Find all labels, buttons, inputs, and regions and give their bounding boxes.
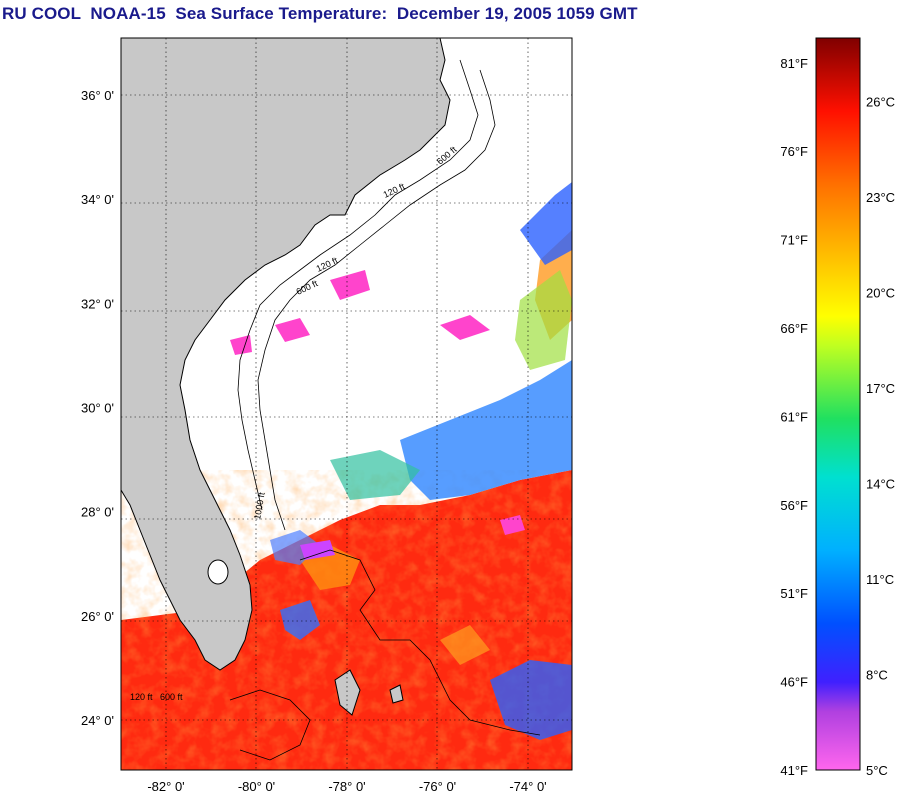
colorbar-f-label: 66°F bbox=[780, 321, 808, 336]
latitude-tick-label: 34° 0' bbox=[81, 192, 114, 207]
colorbar-c-label: 5°C bbox=[866, 763, 888, 778]
colorbar-f-label: 71°F bbox=[780, 233, 808, 248]
latitude-tick-label: 32° 0' bbox=[81, 296, 114, 311]
cool-water-band bbox=[490, 660, 572, 740]
cool-water-band bbox=[515, 270, 572, 370]
depth-label: 120 ft bbox=[130, 692, 153, 702]
depth-label: 600 ft bbox=[160, 692, 183, 702]
colorbar-f-label: 76°F bbox=[780, 144, 808, 159]
latitude-tick-label: 24° 0' bbox=[81, 713, 114, 728]
map-title: RU COOL NOAA-15 Sea Surface Temperature:… bbox=[2, 4, 638, 23]
colorbar-celsius-labels: 26°C 23°C 20°C 17°C 14°C 11°C 8°C 5°C bbox=[866, 95, 895, 778]
colorbar-f-label: 41°F bbox=[780, 763, 808, 778]
latitude-tick-label: 30° 0' bbox=[81, 401, 114, 416]
longitude-axis: -82° 0' -80° 0' -78° 0' -76° 0' -74° 0' bbox=[147, 779, 546, 794]
colorbar-fahrenheit-labels: 81°F 76°F 71°F 66°F 61°F 56°F 51°F 46°F 41°F bbox=[780, 56, 808, 778]
map-area: 120 ft 600 ft 120 ft 600 ft 1000 ft 120 … bbox=[121, 38, 572, 770]
cool-water-band bbox=[330, 450, 420, 500]
cool-water-band bbox=[400, 360, 572, 500]
colorbar-f-label: 81°F bbox=[780, 56, 808, 71]
latitude-tick-label: 28° 0' bbox=[81, 505, 114, 520]
island bbox=[334, 669, 361, 716]
temperature-colorbar bbox=[815, 37, 861, 771]
colorbar-c-label: 14°C bbox=[866, 477, 895, 492]
cold-spot bbox=[500, 515, 525, 535]
colorbar-f-label: 56°F bbox=[780, 498, 808, 513]
map-frame bbox=[120, 37, 573, 771]
lake bbox=[207, 559, 229, 585]
depth-contour bbox=[257, 69, 496, 531]
cold-spot bbox=[275, 318, 310, 342]
cold-spot bbox=[440, 315, 490, 340]
longitude-tick-label: -82° 0' bbox=[147, 779, 184, 794]
colorbar-f-label: 61°F bbox=[780, 409, 808, 424]
depth-contour bbox=[299, 549, 541, 736]
colorbar-f-label: 46°F bbox=[780, 675, 808, 690]
island bbox=[389, 684, 404, 704]
colorbar-c-label: 23°C bbox=[866, 190, 895, 205]
colorbar-f-label: 51°F bbox=[780, 586, 808, 601]
longitude-tick-label: -74° 0' bbox=[509, 779, 546, 794]
cold-spot bbox=[330, 270, 370, 300]
longitude-tick-label: -78° 0' bbox=[328, 779, 365, 794]
latitude-tick-label: 26° 0' bbox=[81, 609, 114, 624]
depth-label: 1000 ft bbox=[252, 491, 267, 520]
grid-lines bbox=[121, 38, 572, 770]
colorbar-c-label: 11°C bbox=[866, 572, 894, 587]
longitude-tick-label: -76° 0' bbox=[419, 779, 456, 794]
colorbar-c-label: 26°C bbox=[866, 95, 895, 110]
cold-spot bbox=[300, 540, 335, 560]
colorbar-c-label: 20°C bbox=[866, 286, 895, 301]
orange-patch bbox=[440, 625, 490, 665]
colorbar-c-label: 8°C bbox=[866, 668, 888, 683]
depth-contour bbox=[237, 59, 479, 511]
colorbar-c-label: 17°C bbox=[866, 381, 895, 396]
land-mass bbox=[121, 38, 451, 671]
cool-water-band bbox=[280, 600, 320, 640]
longitude-tick-label: -80° 0' bbox=[238, 779, 275, 794]
latitude-tick-label: 36° 0' bbox=[81, 88, 114, 103]
latitude-axis: 36° 0' 34° 0' 32° 0' 30° 0' 28° 0' 26° 0' 24° … bbox=[81, 88, 114, 728]
